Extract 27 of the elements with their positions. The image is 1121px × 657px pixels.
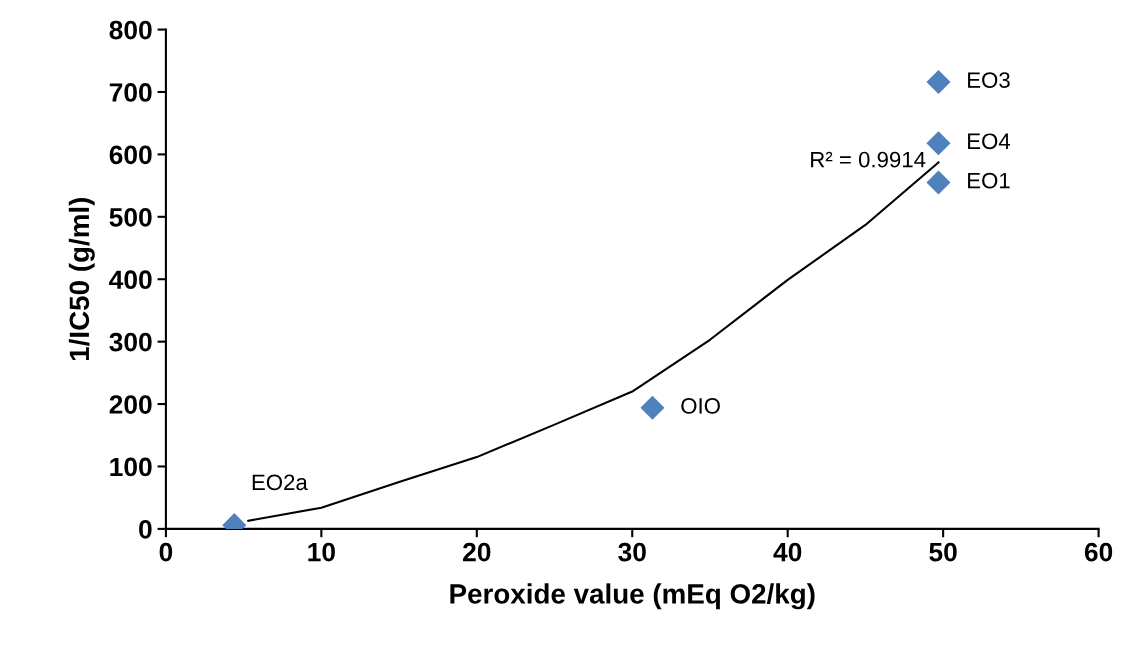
y-tick-label: 800 [109,20,152,40]
x-tick-label: 60 [1084,542,1113,562]
x-tick-label: 10 [308,542,335,562]
y-tick-label: 200 [109,395,152,414]
annotation: R² = 0.9914 [811,151,926,168]
point [926,170,951,195]
x-tick-label: 30 [618,542,646,562]
y-tick-label: 700 [109,83,152,102]
annotation: OIO [681,398,720,414]
annotation: EO1 [968,172,1010,189]
annotation: EO4 [968,133,1011,150]
y-tick-label: 400 [109,270,152,290]
annotation: EO3 [968,72,1010,88]
y-tick-label: 500 [109,207,152,227]
x-tick-label: 0 [159,542,173,562]
point [926,69,951,95]
annotation: EO2a [252,474,308,491]
x-axis-title: Peroxide value (mEq O2/kg) [450,583,815,610]
point [926,131,951,156]
x-tick-label: 40 [773,542,802,562]
x-tick-label: 50 [929,542,957,562]
y-axis-title: 1/IC50 (g/ml) [68,198,95,361]
y-tick-label: 600 [109,145,152,165]
y-tick-label: 300 [109,332,152,352]
y-tick-label: 0 [139,520,152,539]
y-tick-label: 100 [110,457,152,477]
x-tick-label: 20 [463,542,491,562]
